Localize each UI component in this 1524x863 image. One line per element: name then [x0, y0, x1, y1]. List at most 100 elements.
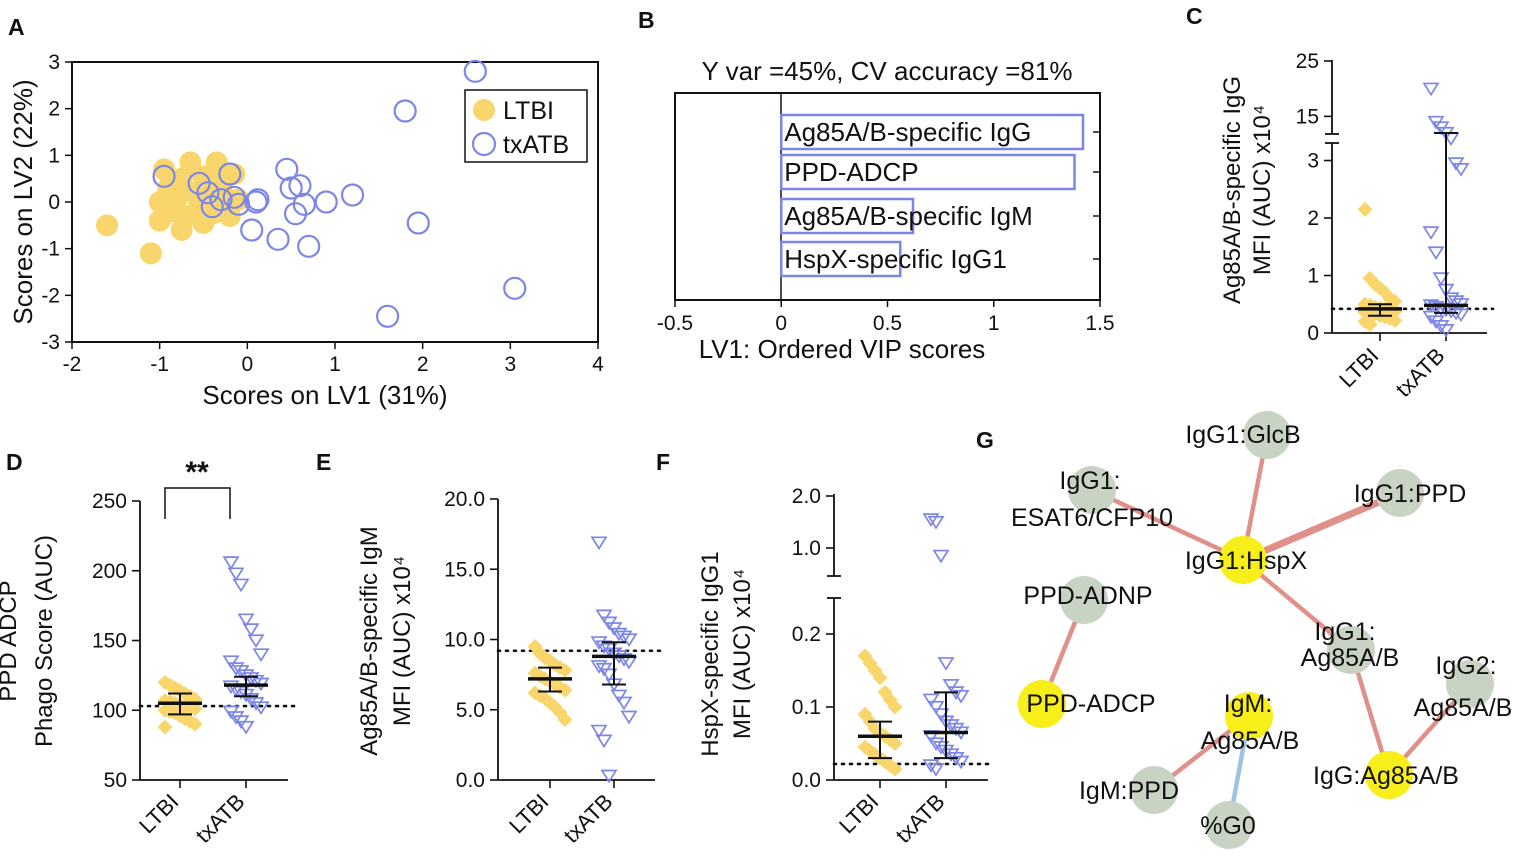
panel-c-axes: 0 1 2 3 15 25	[1296, 50, 1495, 345]
node-igg1-ag85	[1327, 626, 1375, 674]
txatb-point	[595, 609, 613, 624]
txatb-point	[247, 634, 265, 649]
txatb-point	[947, 722, 965, 737]
txatb-point	[252, 701, 270, 716]
ltbi-point	[187, 716, 203, 732]
panel-d-axes: 50 100 150 200 250	[92, 490, 296, 792]
ltbi-point	[139, 242, 162, 265]
network-nodes	[1018, 411, 1494, 849]
txatb-point	[237, 720, 255, 735]
label-igg1-ag85-2: Ag85A/B	[1301, 644, 1400, 672]
label-igg1-ag85-1: IgG1:	[1314, 618, 1375, 646]
node-ppd-adcp	[1018, 680, 1066, 728]
txatb-point	[288, 174, 312, 198]
txatb-point	[1452, 308, 1470, 323]
a-xtick-label: 3	[504, 353, 516, 376]
panel-f-letter: F	[656, 449, 670, 475]
node-igg1-glcb	[1243, 411, 1291, 459]
panel-c-cat-txatb: txATB	[1391, 343, 1450, 402]
panel-b-x-label: LV1: Ordered VIP scores	[699, 334, 986, 364]
panel-e-y-label-1: Ag85A/B-specific IgM	[356, 526, 383, 755]
txatb-point	[922, 693, 940, 708]
ltbi-point	[1357, 201, 1373, 217]
vip-label: Ag85A/B-specific IgM	[784, 201, 1033, 231]
txatb-point	[942, 719, 960, 733]
a-xtick-label: 4	[592, 353, 604, 376]
y-tick-label: 0.2	[792, 623, 821, 646]
txatb-point	[314, 190, 338, 214]
label-igg2-ag85-2: Ag85A/B	[1414, 694, 1513, 722]
txatb-point	[1422, 82, 1440, 97]
panel-e-points	[527, 536, 638, 784]
txatb-point	[620, 633, 638, 648]
txatb-point	[615, 653, 633, 667]
node-igg-ag85	[1365, 751, 1413, 799]
y-tick-label: 0.0	[456, 769, 485, 792]
ltbi-point	[1362, 316, 1378, 332]
panel-a-legend: LTBI txATB	[464, 89, 588, 163]
vip-label: Ag85A/B-specific IgG	[784, 117, 1031, 147]
txatb-point	[209, 188, 233, 212]
y-tick-label: 15	[1296, 105, 1319, 128]
b-xtick-label: 1	[988, 312, 1000, 335]
panel-d-cat-ltbi: LTBI	[134, 789, 183, 838]
txatb-point	[227, 711, 245, 725]
panel-c-cat-ltbi: LTBI	[1334, 343, 1383, 392]
panel-e-letter: E	[316, 449, 331, 475]
y-tick-label: 150	[92, 630, 127, 653]
legend-ltbi-marker	[473, 99, 495, 121]
panel-f-cat-txatb: txATB	[891, 789, 950, 848]
label-igg1-ppd: IgG1:PPD	[1354, 480, 1467, 508]
txatb-point	[937, 657, 955, 671]
txatb-point	[1432, 302, 1450, 317]
ltbi-point	[557, 712, 573, 728]
txatb-point	[240, 218, 264, 242]
a-xtick-label: -2	[63, 353, 82, 376]
legend-txatb-marker	[471, 131, 497, 157]
txatb-point	[600, 769, 618, 784]
txatb-point	[340, 183, 365, 207]
node-igg1-hspx	[1219, 536, 1267, 584]
txatb-point	[932, 549, 950, 564]
ltbi-point	[153, 158, 176, 181]
txatb-point	[242, 623, 260, 637]
panel-a-letter: A	[8, 14, 25, 40]
txatb-point	[1422, 226, 1440, 240]
vip-bar	[780, 240, 902, 278]
panel-e-cat-ltbi: LTBI	[504, 789, 553, 838]
ltbi-point	[187, 701, 203, 717]
txatb-point	[927, 700, 945, 715]
y-tick-label: 1	[1307, 265, 1319, 288]
a-ytick-label: -1	[41, 238, 60, 261]
vip-bar	[780, 113, 1085, 151]
panel-a-y-ticks: -3 -2 -1 0 1 2 3	[41, 51, 72, 354]
panel-d-points	[157, 556, 270, 735]
txatb-point	[292, 192, 316, 216]
a-ytick-label: -3	[41, 331, 60, 354]
txatb-point	[1432, 272, 1450, 286]
a-xtick-label: 2	[417, 353, 429, 376]
panel-b-bars: Ag85A/B-specific IgG PPD-ADCP Ag85A/B-spec…	[780, 113, 1100, 278]
txatb-point	[463, 59, 487, 83]
txatb-point	[222, 655, 240, 669]
txatb-point	[1422, 310, 1440, 325]
txatb-point	[1437, 324, 1455, 338]
vip-bar	[780, 153, 1076, 191]
node-igg1-esat6	[1068, 466, 1116, 514]
panel-d-scatter: PPD ADCP Phago Score (AUC) 50 100 150 200 25…	[0, 456, 296, 848]
ltbi-point	[210, 163, 233, 185]
txatb-point	[1427, 315, 1445, 330]
txatb-point	[932, 741, 950, 755]
ltbi-point	[887, 736, 903, 751]
b-xtick-label: 0	[775, 312, 787, 335]
txatb-point	[244, 190, 268, 214]
label-igm-ppd: IgM:PPD	[1079, 777, 1179, 805]
txatb-point	[927, 515, 945, 530]
txatb-point	[610, 689, 628, 704]
panel-b-letter: B	[638, 7, 655, 33]
txatb-point	[1432, 320, 1450, 334]
txatb-point	[275, 157, 299, 181]
ltbi-point	[557, 682, 573, 698]
txatb-point	[196, 181, 220, 205]
txatb-point	[620, 710, 638, 725]
